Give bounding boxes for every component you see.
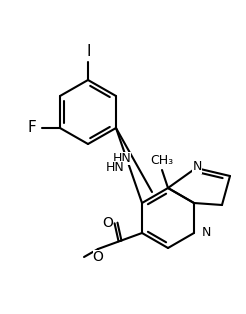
Text: CH₃: CH₃ [151, 154, 174, 166]
Text: I: I [87, 45, 91, 59]
Text: O: O [92, 250, 104, 264]
Text: N: N [192, 160, 202, 174]
Text: HN: HN [106, 161, 124, 174]
Text: F: F [28, 121, 36, 136]
Text: O: O [103, 216, 113, 230]
Text: N: N [202, 226, 211, 240]
Text: HN: HN [113, 151, 131, 165]
